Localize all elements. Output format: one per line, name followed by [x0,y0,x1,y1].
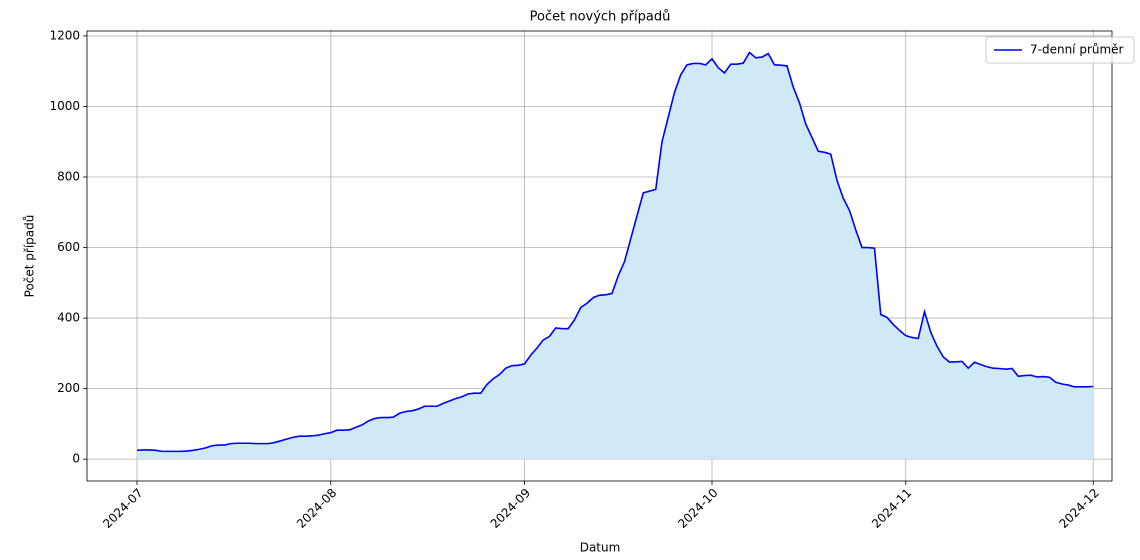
x-tick-label: 2024-11 [869,486,914,531]
y-tick-label: 1000 [49,99,80,113]
x-tick-label: 2024-10 [675,486,720,531]
chart-title: Počet nových případů [530,10,671,25]
y-tick-label: 1200 [49,28,80,42]
line [136,51,1094,453]
legend-box [985,36,1135,64]
area [137,52,1094,460]
legend-label: 7-denní průměr [1030,43,1124,57]
x-axis-label: Datum [580,541,621,555]
y-axis-label: Počet případů [23,215,37,298]
y-tick-label: 400 [57,311,80,325]
x-tick-label: 2024-07 [100,486,145,531]
y-tick-label: 800 [57,170,80,184]
x-tick-label: 2024-08 [294,486,339,531]
y-tick-label: 200 [57,381,80,395]
x-tick-label: 2024-09 [488,486,533,531]
x-tick-label: 2024-12 [1056,486,1101,531]
plot-frame [86,30,1113,482]
y-tick-label: 600 [57,240,80,254]
y-tick-label: 0 [72,452,80,466]
